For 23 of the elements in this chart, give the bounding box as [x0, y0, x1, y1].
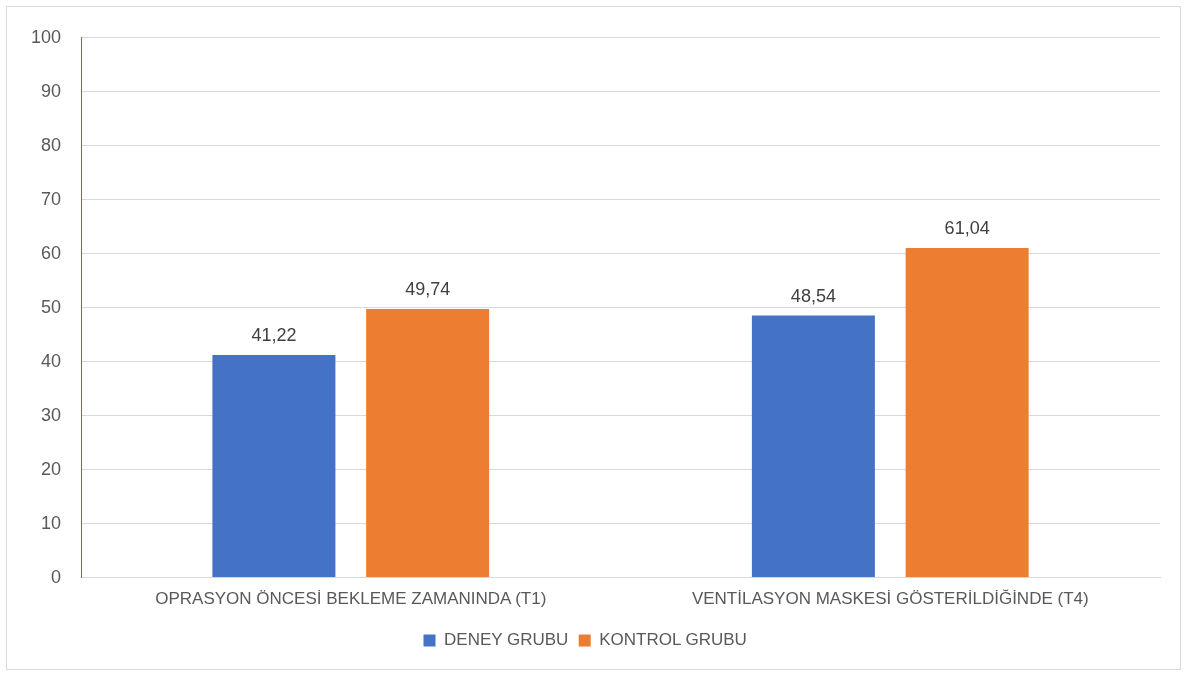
y-tick-label: 70 [41, 188, 62, 209]
bar [366, 309, 490, 578]
y-tick-label: 50 [41, 296, 62, 317]
data-label: 49,74 [405, 279, 451, 300]
y-tick-label: 10 [41, 512, 62, 533]
y-tick-label: 100 [30, 26, 62, 47]
x-tick-label: OPRASYON ÖNCESİ BEKLEME ZAMANINDA (T1) [155, 589, 547, 609]
y-tick-label: 60 [41, 242, 62, 263]
bar [212, 355, 336, 578]
data-label: 61,04 [944, 218, 990, 239]
bar [751, 315, 875, 578]
y-tick-label: 90 [41, 80, 62, 101]
legend-label: KONTROL GRUBU [599, 630, 747, 650]
y-tick-label: 20 [41, 458, 62, 479]
bar [905, 248, 1029, 578]
data-label: 48,54 [790, 285, 836, 306]
y-tick-label: 0 [51, 566, 62, 587]
legend-label: DENEY GRUBU [444, 630, 569, 650]
y-tick-label: 30 [41, 404, 62, 425]
data-label: 41,22 [251, 325, 297, 346]
x-tick-label: VENTİLASYON MASKESİ GÖSTERİLDİĞİNDE (T4) [691, 589, 1089, 609]
y-tick-label: 40 [41, 350, 62, 371]
y-tick-label: 80 [41, 134, 62, 155]
